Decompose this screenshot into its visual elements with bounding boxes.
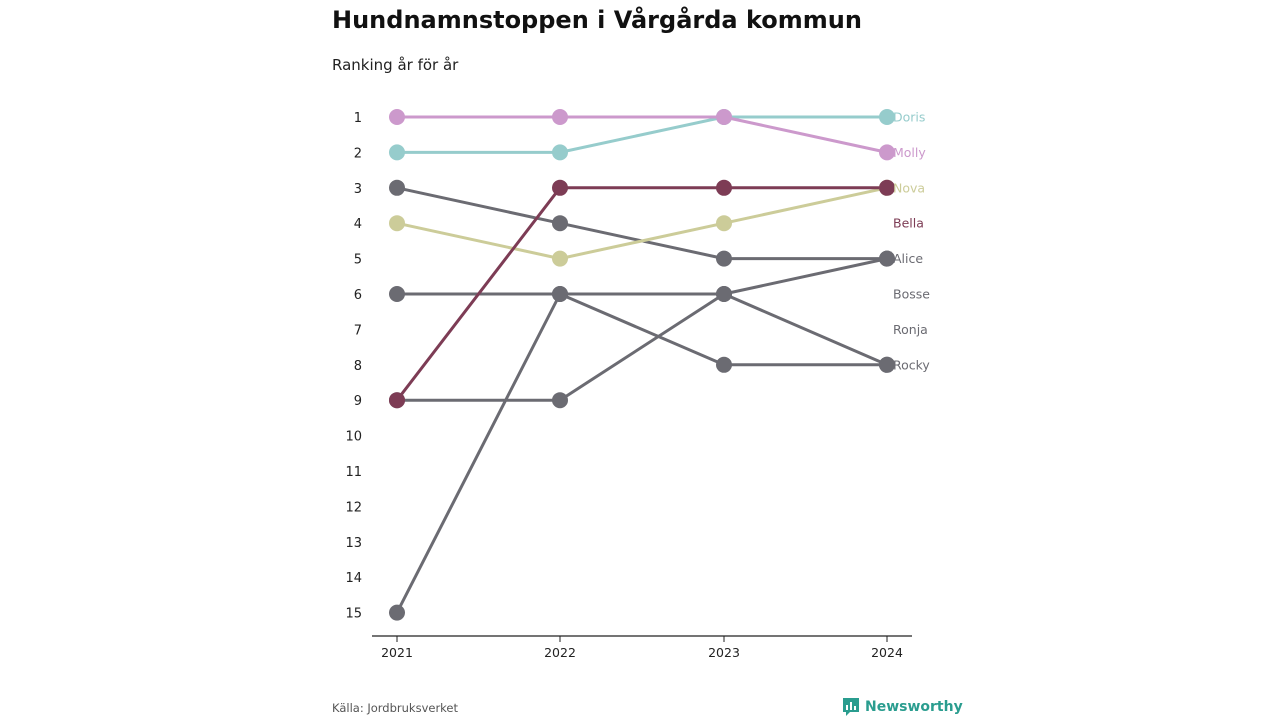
series-line-doris <box>395 115 889 154</box>
y-tick-label: 1 <box>354 111 362 126</box>
data-point-molly <box>389 109 405 125</box>
series-label-alice: Alice <box>893 251 923 266</box>
data-point-rocky <box>716 356 732 373</box>
y-tick-label: 6 <box>354 288 362 303</box>
x-tick-label: 2022 <box>544 645 576 660</box>
series-line-bosse <box>395 257 889 615</box>
data-point-molly <box>879 144 895 161</box>
y-tick-label: 2 <box>354 146 362 161</box>
y-tick-label: 9 <box>354 394 362 409</box>
series-lines <box>395 115 889 615</box>
source-note: Källa: Jordbruksverket <box>332 701 459 715</box>
series-label-nova: Nova <box>893 180 925 195</box>
x-tick-label: 2023 <box>708 645 740 660</box>
data-point-doris <box>879 109 895 125</box>
data-point-nova <box>716 215 732 232</box>
x-tick-label: 2024 <box>871 645 903 660</box>
brand-name: Newsworthy <box>865 699 963 715</box>
data-point-alice <box>552 215 568 232</box>
series-label-doris: Doris <box>893 110 925 125</box>
data-point-bella <box>716 179 732 196</box>
y-tick-label: 13 <box>345 536 362 551</box>
x-axis: 2021 2022 2023 2024 <box>372 635 912 660</box>
series-end-labels: Doris Molly Nova Bella Alice Bosse Ronja Rocky <box>893 110 930 373</box>
y-tick-label: 11 <box>345 465 362 480</box>
data-point-ronja <box>716 286 732 302</box>
data-point-alice <box>389 179 405 196</box>
series-label-molly: Molly <box>893 145 926 160</box>
series-points <box>389 109 895 621</box>
data-point-doris <box>552 144 568 161</box>
y-tick-label: 10 <box>345 430 362 445</box>
data-point-doris <box>389 144 405 161</box>
chart-title: Hundnamnstoppen i Vårgårda kommun <box>332 6 862 34</box>
data-point-bosse <box>389 604 405 621</box>
data-point-molly <box>552 109 568 125</box>
y-tick-label: 8 <box>354 359 362 374</box>
series-label-bosse: Bosse <box>893 287 930 302</box>
y-tick-label: 7 <box>354 323 362 338</box>
series-label-rocky: Rocky <box>893 357 930 372</box>
y-tick-label: 3 <box>354 182 362 197</box>
data-point-ronja <box>552 392 568 409</box>
data-point-bella <box>389 392 405 409</box>
data-point-molly <box>716 109 732 125</box>
series-line-bella <box>395 186 889 402</box>
y-tick-label: 4 <box>354 217 362 232</box>
series-line-nova <box>395 186 889 261</box>
chart-subtitle: Ranking år för år <box>332 56 459 74</box>
data-point-rocky <box>879 356 895 373</box>
y-tick-label: 12 <box>345 500 362 515</box>
data-point-rocky <box>552 286 568 302</box>
data-point-nova <box>552 250 568 267</box>
y-tick-label: 15 <box>345 607 362 622</box>
series-label-ronja: Ronja <box>893 322 928 337</box>
data-point-bella <box>879 179 895 196</box>
y-tick-label: 14 <box>345 571 362 586</box>
newsworthy-icon <box>843 698 859 716</box>
data-point-bella <box>552 179 568 196</box>
series-line-ronja <box>395 292 889 402</box>
series-label-bella: Bella <box>893 216 924 231</box>
x-tick-label: 2021 <box>381 645 413 660</box>
data-point-alice <box>716 250 732 267</box>
brand-logo[interactable]: Newsworthy <box>842 697 963 717</box>
series-line-alice <box>395 186 889 261</box>
series-line-molly <box>395 115 889 154</box>
y-tick-label: 5 <box>354 253 362 268</box>
data-point-nova <box>389 215 405 232</box>
data-point-rocky <box>389 286 405 302</box>
data-point-bosse <box>879 250 895 267</box>
